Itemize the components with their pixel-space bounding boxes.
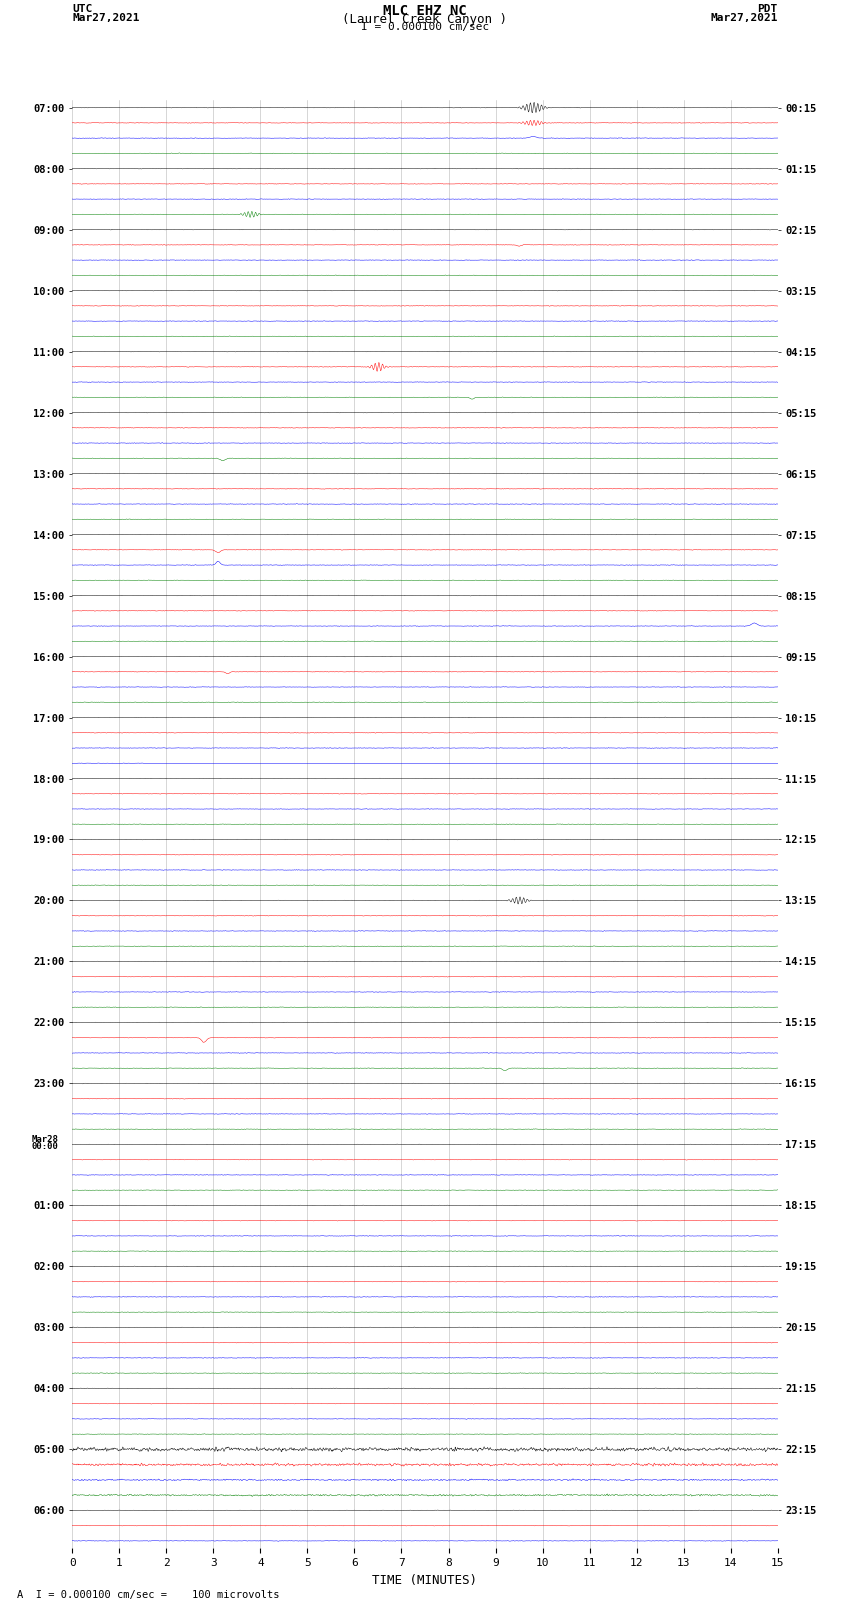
Text: Mar28: Mar28 <box>31 1136 58 1144</box>
Text: PDT: PDT <box>757 5 778 15</box>
Text: A  I = 0.000100 cm/sec =    100 microvolts: A I = 0.000100 cm/sec = 100 microvolts <box>17 1590 280 1600</box>
Text: Mar27,2021: Mar27,2021 <box>711 13 778 23</box>
Text: Mar27,2021: Mar27,2021 <box>72 13 139 23</box>
Text: MLC EHZ NC: MLC EHZ NC <box>383 5 467 18</box>
Text: 00:00: 00:00 <box>31 1142 58 1152</box>
X-axis label: TIME (MINUTES): TIME (MINUTES) <box>372 1574 478 1587</box>
Text: UTC: UTC <box>72 5 93 15</box>
Text: (Laurel Creek Canyon ): (Laurel Creek Canyon ) <box>343 13 507 26</box>
Text: I = 0.000100 cm/sec: I = 0.000100 cm/sec <box>361 23 489 32</box>
